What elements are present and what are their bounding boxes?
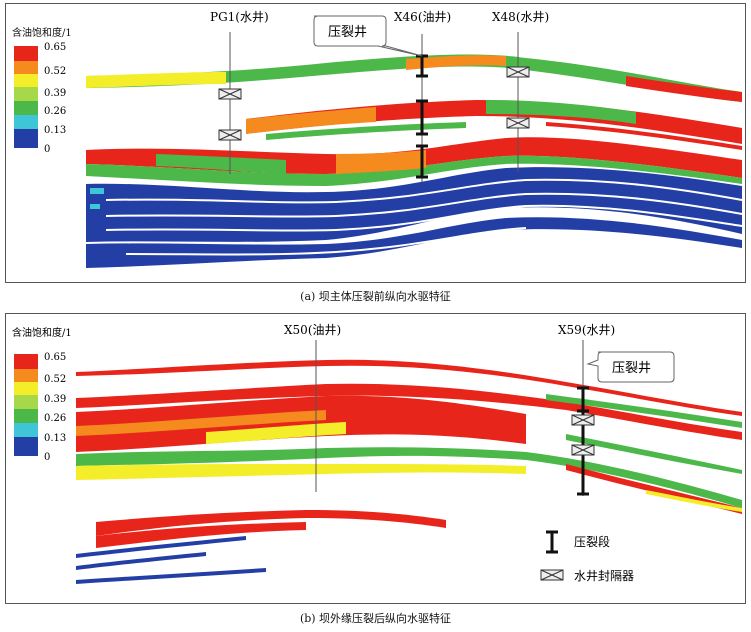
legend-tick-3: 0.39 <box>44 88 66 99</box>
legend-a: 含油饱和度/1 0.65 0.52 0.39 0.26 0.13 0 <box>12 26 72 155</box>
well-label-x59: X59(水井) <box>558 323 615 337</box>
callout-label-a: 压裂井 <box>328 25 367 40</box>
well-label-x48: X48(水井) <box>492 10 549 24</box>
frac-segment-icon <box>546 530 558 554</box>
caption-a: (a) 坝主体压裂前纵向水驱特征 <box>300 290 451 303</box>
packer-icon <box>506 117 530 129</box>
frac-segments-a <box>416 54 428 179</box>
legend-tick-4: 0.26 <box>44 106 66 117</box>
packer-icon <box>571 444 595 456</box>
panel-a: 含油饱和度/1 0.65 0.52 0.39 0.26 0.13 0 <box>5 3 746 283</box>
packers-a <box>218 66 530 141</box>
packer-icon <box>506 66 530 78</box>
legend-tick-1: 0.65 <box>44 42 66 53</box>
callout-label-b: 压裂井 <box>612 361 651 376</box>
legend-tick-6: 0 <box>44 144 50 155</box>
panel-b: 含油饱和度/1 0.65 0.52 0.39 0.26 0.13 0 <box>5 313 746 604</box>
packer-icon <box>571 414 595 426</box>
legend-tick-6: 0 <box>44 452 50 463</box>
callout-a: 压裂井 <box>313 15 423 57</box>
legend-b: 含油饱和度/1 0.65 0.52 0.39 0.26 0.13 0 <box>12 326 72 463</box>
key-packer-label: 水井封隔器 <box>574 569 634 583</box>
packer-icon <box>218 129 242 141</box>
legend-tick-1: 0.65 <box>44 352 66 363</box>
key-b: 压裂段 水井封隔器 <box>540 530 634 583</box>
wells-a: PG1(水井) X46(油井) X48(水井) <box>210 10 549 182</box>
legend-tick-5: 0.13 <box>44 433 66 444</box>
caption-b: (b) 坝外缘压裂后纵向水驱特征 <box>299 612 452 625</box>
strata-a <box>86 54 743 268</box>
key-frac-label: 压裂段 <box>574 534 610 549</box>
strata-b <box>76 359 742 584</box>
legend-tick-3: 0.39 <box>44 394 66 405</box>
legend-title: 含油饱和度/1 <box>12 26 72 39</box>
panel-a-svg: 含油饱和度/1 0.65 0.52 0.39 0.26 0.13 0 <box>12 10 743 268</box>
legend-tick-2: 0.52 <box>44 66 66 77</box>
packer-icon <box>540 569 564 581</box>
well-label-x46: X46(油井) <box>394 10 451 24</box>
legend-tick-2: 0.52 <box>44 374 66 385</box>
legend-tick-5: 0.13 <box>44 125 66 136</box>
legend-tick-4: 0.26 <box>44 413 66 424</box>
well-label-pg1: PG1(水井) <box>210 10 269 24</box>
packers-b <box>571 414 595 456</box>
panel-b-svg: 含油饱和度/1 0.65 0.52 0.39 0.26 0.13 0 <box>12 323 742 584</box>
legend-title: 含油饱和度/1 <box>12 326 72 339</box>
packer-icon <box>218 88 242 100</box>
callout-b: 压裂井 <box>586 351 675 383</box>
well-label-x50: X50(油井) <box>284 323 341 337</box>
